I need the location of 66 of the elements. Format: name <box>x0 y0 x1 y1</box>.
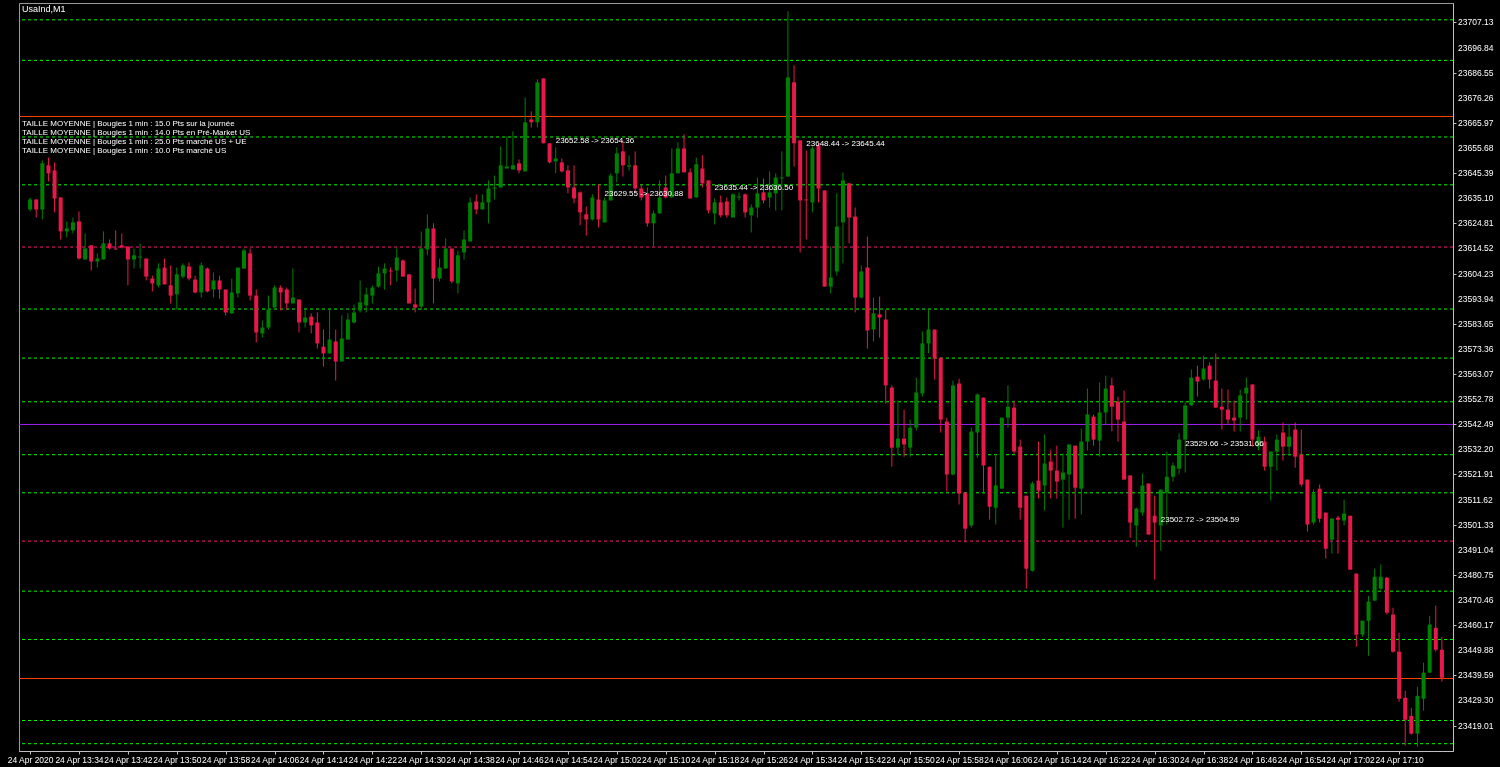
x-tick-label: 24 Apr 2020 <box>7 754 54 765</box>
annotation: TAILLE MOYENNE | Bougies 1 min : 15.0 Pts sur la journée <box>22 118 236 128</box>
x-tick-label: 24 Apr 16:22 <box>1082 754 1131 765</box>
y-tick-label: 23563.07 <box>1458 369 1494 380</box>
annotation: TAILLE MOYENNE | Bougies 1 min : 25.0 Pts marché US + UE <box>22 136 247 146</box>
x-tick-label: 24 Apr 17:02 <box>1326 754 1376 765</box>
y-tick-label: 23491.04 <box>1458 544 1494 555</box>
x-tick-label: 24 Apr 13:50 <box>153 754 202 765</box>
x-tick-label: 24 Apr 15:02 <box>593 754 642 765</box>
x-tick-label: 24 Apr 16:38 <box>1179 754 1229 765</box>
x-tick-label: 24 Apr 14:54 <box>544 754 593 765</box>
y-tick-label: 23501.33 <box>1458 519 1494 530</box>
x-tick-label: 24 Apr 14:46 <box>495 754 544 765</box>
x-tick-label: 24 Apr 14:14 <box>299 754 349 765</box>
x-tick-label: 24 Apr 15:10 <box>642 754 691 765</box>
y-tick-label: 23614.52 <box>1458 243 1494 254</box>
y-tick-label: 23676.26 <box>1458 92 1494 103</box>
y-tick-label: 23521.91 <box>1458 469 1494 480</box>
x-tick-label: 24 Apr 16:30 <box>1131 754 1180 765</box>
annotation: TAILLE MOYENNE | Bougies 1 min : 14.0 Pts en Pré-Market US <box>22 127 251 137</box>
annotation: 23652.58 -> 23654.36 <box>555 136 635 146</box>
y-tick-label: 23532.20 <box>1458 444 1494 455</box>
y-tick-label: 23429.30 <box>1458 695 1494 706</box>
y-tick-label: 23480.75 <box>1458 569 1494 580</box>
y-tick-label: 23573.36 <box>1458 343 1494 354</box>
x-tick-label: 24 Apr 14:30 <box>397 754 447 765</box>
y-tick-label: 23470.46 <box>1458 595 1494 606</box>
y-tick-label: 23593.94 <box>1458 293 1494 304</box>
x-tick-label: 24 Apr 15:42 <box>837 754 887 765</box>
x-tick-label: 24 Apr 13:34 <box>55 754 104 765</box>
x-tick-label: 24 Apr 15:50 <box>886 754 936 765</box>
y-tick-label: 23624.81 <box>1458 218 1494 229</box>
y-tick-label: 23552.78 <box>1458 394 1494 405</box>
y-tick-label: 23655.68 <box>1458 143 1494 154</box>
y-tick-label: 23707.13 <box>1458 17 1494 28</box>
y-tick-label: 23511.62 <box>1458 494 1494 505</box>
y-tick-label: 23583.65 <box>1458 318 1494 329</box>
x-tick-label: 24 Apr 15:34 <box>788 754 838 765</box>
x-tick-label: 24 Apr 14:06 <box>250 754 300 765</box>
x-tick-label: 24 Apr 16:14 <box>1033 754 1082 765</box>
y-tick-label: 23439.59 <box>1458 670 1494 681</box>
y-tick-label: 23665.97 <box>1458 117 1494 128</box>
x-tick-label: 24 Apr 13:58 <box>202 754 251 765</box>
y-tick-label: 23604.23 <box>1458 268 1494 279</box>
chart-title: UsaInd,M1 <box>22 4 66 14</box>
y-tick-label: 23460.17 <box>1458 620 1494 631</box>
y-tick-label: 23645.39 <box>1458 168 1494 179</box>
x-tick-label: 24 Apr 14:38 <box>446 754 496 765</box>
y-tick-label: 23449.88 <box>1458 645 1494 656</box>
x-tick-label: 24 Apr 16:06 <box>984 754 1033 765</box>
annotation: 23648.44 -> 23645.44 <box>806 139 886 149</box>
x-tick-label: 24 Apr 13:42 <box>104 754 153 765</box>
x-tick-label: 24 Apr 17:10 <box>1375 754 1424 765</box>
x-tick-label: 24 Apr 15:58 <box>935 754 984 765</box>
annotation: 23502.72 -> 23504.59 <box>1160 514 1240 524</box>
y-tick-label: 23696.84 <box>1458 42 1494 53</box>
y-tick-label: 23419.01 <box>1458 720 1494 731</box>
y-tick-label: 23635.10 <box>1458 193 1494 204</box>
y-tick-label: 23542.49 <box>1458 419 1494 430</box>
x-tick-label: 24 Apr 16:46 <box>1228 754 1278 765</box>
x-tick-label: 24 Apr 16:54 <box>1277 754 1327 765</box>
x-tick-label: 24 Apr 15:26 <box>739 754 789 765</box>
x-tick-label: 24 Apr 14:22 <box>348 754 398 765</box>
annotation: TAILLE MOYENNE | Bougies 1 min : 10.0 Pts marché US <box>22 145 227 155</box>
y-tick-label: 23686.55 <box>1458 67 1494 78</box>
x-tick-label: 24 Apr 15:18 <box>691 754 740 765</box>
